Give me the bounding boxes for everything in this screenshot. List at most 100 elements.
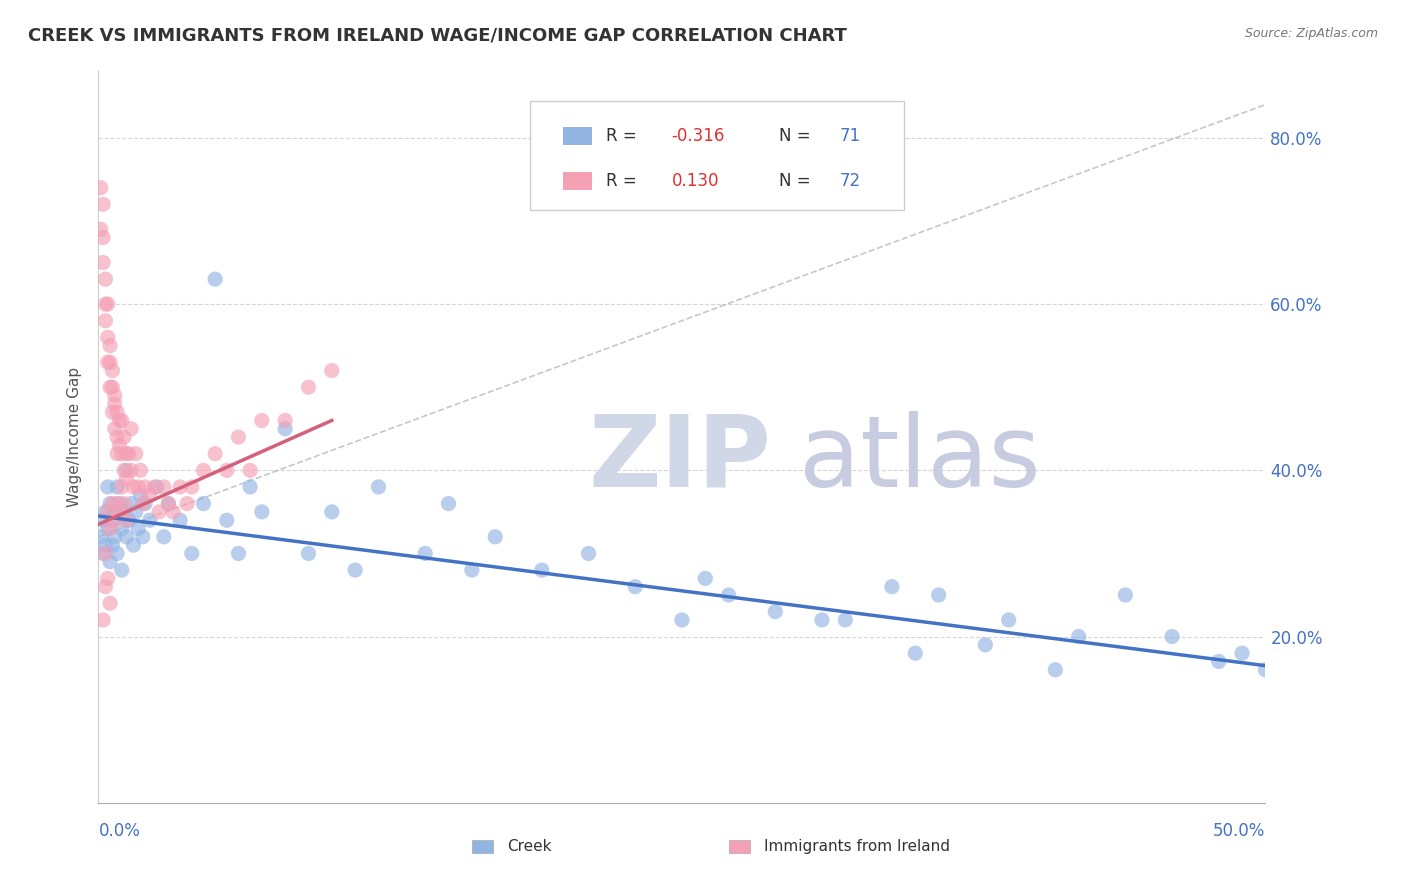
Point bbox=[90, 180, 112, 194]
Point bbox=[112, 463, 135, 477]
Point bbox=[228, 546, 250, 560]
Point bbox=[139, 488, 162, 502]
Point bbox=[880, 580, 903, 594]
Text: 0.130: 0.130 bbox=[672, 172, 718, 190]
Point bbox=[97, 571, 120, 585]
Point bbox=[98, 521, 121, 535]
Point bbox=[91, 546, 114, 560]
Point bbox=[94, 538, 117, 552]
Point bbox=[578, 546, 600, 560]
Point bbox=[134, 480, 156, 494]
Point bbox=[834, 613, 856, 627]
Point bbox=[139, 513, 162, 527]
Point bbox=[1230, 646, 1253, 660]
Point bbox=[321, 363, 343, 377]
Point bbox=[91, 230, 114, 244]
Point bbox=[115, 463, 138, 477]
Point bbox=[91, 613, 114, 627]
Point bbox=[134, 497, 156, 511]
Point bbox=[811, 613, 834, 627]
Point bbox=[250, 505, 273, 519]
Point bbox=[112, 497, 135, 511]
Point bbox=[157, 497, 180, 511]
Point bbox=[105, 480, 128, 494]
Text: Creek: Creek bbox=[508, 839, 551, 855]
Point bbox=[146, 480, 169, 494]
Point bbox=[180, 546, 202, 560]
Point bbox=[98, 596, 121, 610]
Point bbox=[94, 297, 117, 311]
Point bbox=[239, 463, 262, 477]
Point bbox=[98, 338, 121, 352]
Point bbox=[97, 521, 120, 535]
Point bbox=[169, 513, 191, 527]
Text: 0.0%: 0.0% bbox=[98, 822, 141, 839]
FancyBboxPatch shape bbox=[472, 840, 494, 854]
Point bbox=[624, 580, 647, 594]
Point bbox=[132, 497, 155, 511]
Point bbox=[1254, 663, 1277, 677]
Point bbox=[111, 521, 134, 535]
Text: R =: R = bbox=[606, 172, 643, 190]
Point bbox=[125, 505, 148, 519]
Point bbox=[104, 530, 127, 544]
Point bbox=[115, 513, 138, 527]
Point bbox=[437, 497, 460, 511]
Text: R =: R = bbox=[606, 127, 643, 145]
Point bbox=[111, 480, 134, 494]
Point bbox=[1208, 655, 1230, 669]
Point bbox=[461, 563, 484, 577]
Point bbox=[367, 480, 389, 494]
Point bbox=[129, 463, 152, 477]
Point bbox=[274, 422, 297, 436]
Point bbox=[104, 397, 127, 411]
Text: ZIP: ZIP bbox=[589, 410, 772, 508]
Text: -0.316: -0.316 bbox=[672, 127, 724, 145]
Point bbox=[108, 413, 131, 427]
Point bbox=[162, 505, 184, 519]
Point bbox=[115, 472, 138, 486]
Point bbox=[97, 330, 120, 344]
Point bbox=[204, 272, 226, 286]
Text: CREEK VS IMMIGRANTS FROM IRELAND WAGE/INCOME GAP CORRELATION CHART: CREEK VS IMMIGRANTS FROM IRELAND WAGE/IN… bbox=[28, 27, 846, 45]
Point bbox=[91, 255, 114, 269]
Point bbox=[108, 497, 131, 511]
Point bbox=[90, 530, 112, 544]
Point bbox=[112, 505, 135, 519]
Point bbox=[148, 505, 170, 519]
Point bbox=[111, 563, 134, 577]
Point bbox=[105, 546, 128, 560]
Point bbox=[125, 447, 148, 461]
Text: Source: ZipAtlas.com: Source: ZipAtlas.com bbox=[1244, 27, 1378, 40]
Point bbox=[111, 447, 134, 461]
Point bbox=[120, 463, 142, 477]
Point bbox=[97, 480, 120, 494]
Point bbox=[193, 463, 215, 477]
Point bbox=[671, 613, 693, 627]
Point bbox=[413, 546, 436, 560]
Point bbox=[101, 363, 124, 377]
Point bbox=[104, 388, 127, 402]
Point bbox=[91, 513, 114, 527]
Point bbox=[112, 430, 135, 444]
Point bbox=[228, 430, 250, 444]
Text: N =: N = bbox=[779, 127, 815, 145]
Point bbox=[104, 422, 127, 436]
Point bbox=[101, 497, 124, 511]
Point bbox=[530, 563, 553, 577]
Point bbox=[98, 380, 121, 394]
Point bbox=[98, 555, 121, 569]
Point bbox=[928, 588, 950, 602]
Point bbox=[98, 355, 121, 369]
Point bbox=[122, 538, 145, 552]
Y-axis label: Wage/Income Gap: Wage/Income Gap bbox=[67, 367, 83, 508]
Point bbox=[101, 405, 124, 419]
Point bbox=[974, 638, 997, 652]
Point bbox=[127, 521, 149, 535]
Point bbox=[997, 613, 1019, 627]
Point bbox=[321, 505, 343, 519]
Point bbox=[97, 355, 120, 369]
Text: N =: N = bbox=[779, 172, 815, 190]
Point bbox=[94, 314, 117, 328]
Point bbox=[104, 505, 127, 519]
